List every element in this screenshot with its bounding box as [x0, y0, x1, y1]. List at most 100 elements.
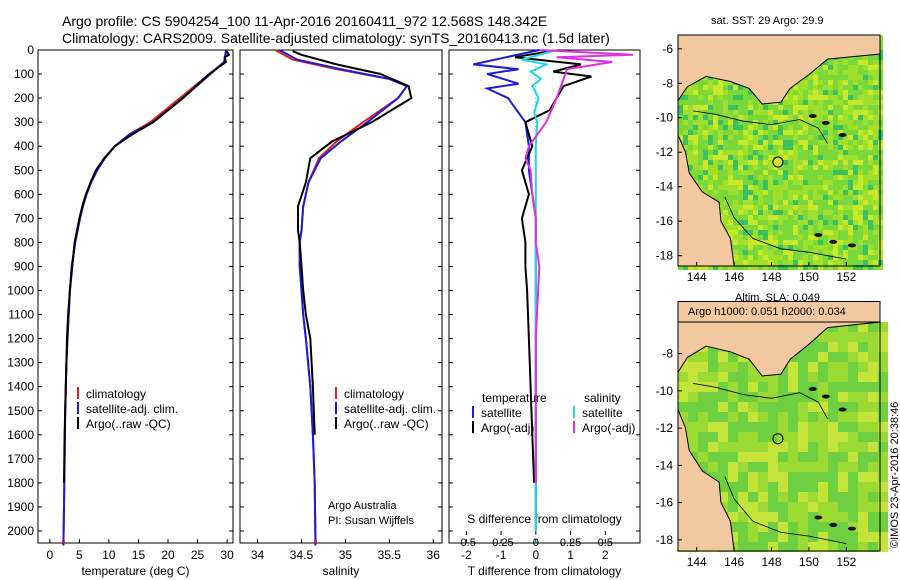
map-cell: [833, 100, 838, 105]
map-cell: [788, 472, 798, 482]
map-cell: [748, 402, 758, 412]
map-cell: [768, 150, 773, 155]
map-cell: [758, 382, 768, 392]
map-cell: [868, 332, 878, 342]
map-cell: [748, 372, 758, 382]
map-cell: [873, 180, 878, 185]
map-cell: [773, 130, 778, 135]
map-cell: [788, 225, 793, 230]
map-cell: [878, 452, 888, 462]
map-cell: [723, 180, 728, 185]
map-cell: [833, 250, 838, 255]
map-cell: [803, 150, 808, 155]
x-axis-label: salinity: [323, 564, 360, 578]
map-cell: [703, 130, 708, 135]
map-cell: [843, 260, 848, 265]
map-cell: [778, 255, 783, 260]
map-cell: [813, 75, 818, 80]
map-cell: [793, 240, 798, 245]
map-cell: [723, 150, 728, 155]
map-cell: [678, 130, 683, 135]
map-cell: [818, 160, 823, 165]
map-cell: [708, 392, 718, 402]
map-cell: [788, 392, 798, 402]
map-cell: [833, 135, 838, 140]
map-cell: [853, 160, 858, 165]
map-cell: [863, 100, 868, 105]
map-cell: [828, 110, 833, 115]
map-cell: [813, 125, 818, 130]
map-cell: [723, 80, 728, 85]
map-cell: [848, 130, 853, 135]
map-cell: [743, 195, 748, 200]
map-cell: [743, 110, 748, 115]
map-cell: [868, 150, 873, 155]
map-cell: [798, 90, 803, 95]
map-cell: [793, 85, 798, 90]
map-cell: [778, 105, 783, 110]
map-cell: [798, 462, 808, 472]
map-cell: [843, 70, 848, 75]
map-cell: [798, 532, 808, 542]
map-cell: [813, 95, 818, 100]
map-cell: [868, 240, 873, 245]
x-tick-label: 1: [567, 548, 574, 562]
map-cell: [708, 190, 713, 195]
map-cell: [803, 185, 808, 190]
map-cell: [878, 382, 888, 392]
map-cell: [848, 215, 853, 220]
map-cell: [788, 235, 793, 240]
map-cell: [708, 265, 713, 270]
map-cell: [698, 432, 708, 442]
map-cell: [848, 55, 853, 60]
map-cell: [863, 240, 868, 245]
map-cell: [848, 512, 858, 522]
map-cell: [838, 432, 848, 442]
map-cell: [823, 235, 828, 240]
map-cell: [808, 442, 818, 452]
map-cell: [763, 155, 768, 160]
map-cell: [853, 70, 858, 75]
map-cell: [838, 250, 843, 255]
map-cell: [843, 130, 848, 135]
map-cell: [748, 125, 753, 130]
map-cell: [713, 80, 718, 85]
map-cell: [708, 110, 713, 115]
map-cell: [728, 155, 733, 160]
map-cell: [873, 240, 878, 245]
map-cell: [793, 255, 798, 260]
map-cell: [713, 145, 718, 150]
map-cell: [818, 235, 823, 240]
map-cell: [808, 492, 818, 502]
x-axis-label: T difference from climatology: [468, 564, 622, 578]
map-cell: [758, 472, 768, 482]
map-cell: [788, 155, 793, 160]
map-cell: [863, 185, 868, 190]
map-cell: [803, 200, 808, 205]
map-cell: [828, 190, 833, 195]
map-cell: [828, 205, 833, 210]
map-cell: [813, 105, 818, 110]
map-cell: [728, 462, 738, 472]
map-cell: [688, 170, 693, 175]
y-tick-label: 1700: [7, 452, 34, 466]
map-cell: [868, 60, 873, 65]
map-cell: [683, 105, 688, 110]
map-cell: [758, 115, 763, 120]
map-cell: [853, 145, 858, 150]
map-cell: [858, 150, 863, 155]
map-cell: [728, 452, 738, 462]
map-cell: [868, 185, 873, 190]
map-cell: [783, 145, 788, 150]
map-cell: [788, 250, 793, 255]
map-cell: [743, 205, 748, 210]
x-axis-label: temperature (deg C): [81, 564, 189, 578]
map-cell: [873, 135, 878, 140]
map-cell: [858, 75, 863, 80]
map-cell: [858, 200, 863, 205]
map-cell: [873, 195, 878, 200]
map-cell: [738, 220, 743, 225]
map-cell: [798, 85, 803, 90]
map-cell: [718, 135, 723, 140]
map-cell: [853, 225, 858, 230]
